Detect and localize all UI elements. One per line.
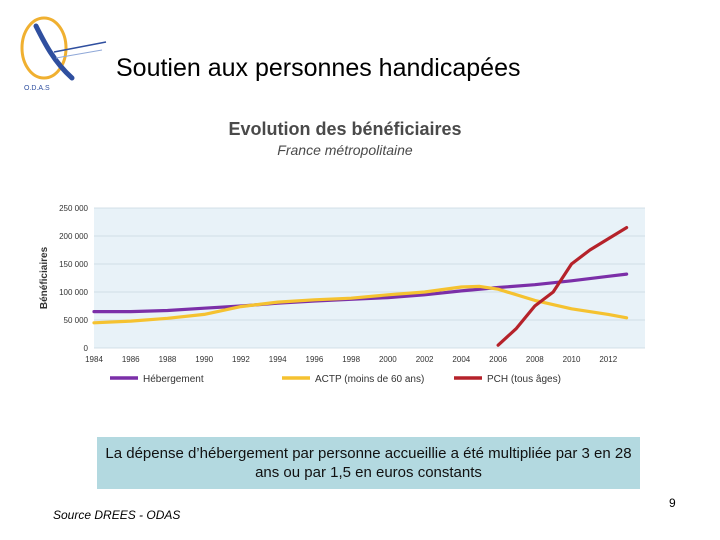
x-tick-labels: 1984 1986 1988 1990 1992 1994 1996 1998 2000 2002…: [85, 355, 618, 364]
series-line: [496, 226, 629, 347]
y-tick-label: 150 000: [59, 260, 88, 269]
logo-swoosh: [33, 23, 75, 81]
x-tick-label: 1986: [122, 355, 140, 364]
x-tick-label: 2000: [379, 355, 397, 364]
legend-label: ACTP (moins de 60 ans): [315, 374, 424, 385]
chart-title: Evolution des bénéficiaires: [228, 119, 462, 139]
x-tick-label: 1996: [306, 355, 324, 364]
x-tick-label: 2002: [416, 355, 434, 364]
y-tick-label: 0: [84, 344, 89, 353]
y-tick-labels: 0 50 000 100 000 150 000 200 000 250 000: [59, 204, 88, 353]
y-tick-label: 250 000: [59, 204, 88, 213]
logo-text: O.D.A.S: [24, 85, 50, 92]
x-tick-label: 2012: [599, 355, 617, 364]
x-tick-label: 1988: [159, 355, 177, 364]
line-chart: 0 50 000 100 000 150 000 200 000 250 000 1984…: [39, 204, 645, 385]
source-note: Source DREES - ODAS: [53, 508, 181, 522]
grid-lines: [94, 207, 645, 349]
slide-title: Soutien aux personnes handicapées: [116, 54, 521, 82]
page-number: 9: [669, 496, 676, 510]
callout-text: La dépense d’hébergement par personne ac…: [105, 445, 632, 481]
chart-subtitle: France métropolitaine: [277, 142, 413, 158]
y-tick-label: 200 000: [59, 232, 88, 241]
legend: Hébergement ACTP (moins de 60 ans) PCH (to…: [110, 374, 561, 385]
legend-label: Hébergement: [143, 374, 204, 385]
series-line: [92, 272, 629, 314]
logo-swoosh-accent: [53, 41, 107, 53]
x-tick-label: 2004: [452, 355, 470, 364]
series-line: [92, 284, 629, 325]
y-tick-label: 50 000: [64, 316, 89, 325]
x-tick-label: 1998: [342, 355, 360, 364]
logo-ring: [20, 16, 68, 80]
x-tick-label: 2006: [489, 355, 507, 364]
x-tick-label: 1992: [232, 355, 250, 364]
x-tick-label: 2008: [526, 355, 544, 364]
x-tick-label: 1994: [269, 355, 287, 364]
x-tick-label: 2010: [563, 355, 581, 364]
y-tick-label: 100 000: [59, 288, 88, 297]
legend-label: PCH (tous âges): [487, 374, 561, 385]
x-tick-label: 1984: [85, 355, 103, 364]
plot-background: [94, 208, 645, 348]
odas-logo: O.D.A.S: [20, 16, 107, 92]
callout-box: La dépense d’hébergement par personne ac…: [97, 437, 640, 489]
y-axis-label: Bénéficiaires: [39, 246, 50, 309]
series-lines: [92, 226, 629, 347]
x-tick-label: 1990: [195, 355, 213, 364]
